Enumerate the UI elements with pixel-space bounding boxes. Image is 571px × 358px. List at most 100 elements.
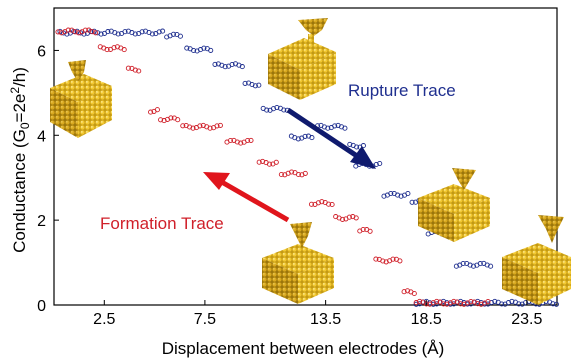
data-point — [302, 133, 308, 139]
data-point — [499, 301, 505, 307]
data-point — [55, 29, 61, 35]
data-point — [201, 45, 207, 51]
data-point — [319, 199, 325, 205]
data-point — [136, 68, 142, 74]
data-point — [411, 290, 417, 297]
data-point — [197, 123, 203, 129]
data-point — [383, 259, 389, 265]
formation-trace-series — [55, 27, 491, 307]
data-point — [401, 289, 407, 295]
data-point — [492, 298, 498, 304]
data-point — [256, 159, 262, 165]
data-point — [308, 201, 315, 207]
data-point — [381, 193, 387, 199]
data-point — [353, 215, 359, 221]
data-point — [72, 29, 78, 35]
data-point — [207, 125, 213, 131]
x-tick-label: 18.5 — [411, 311, 442, 328]
data-point — [488, 299, 494, 306]
data-point — [488, 263, 494, 269]
data-point — [98, 31, 104, 37]
data-point — [460, 260, 466, 267]
data-point — [360, 143, 366, 149]
plot-frame — [53, 7, 558, 306]
data-point — [468, 298, 474, 305]
data-point — [105, 29, 111, 35]
data-point — [149, 31, 155, 37]
data-point — [388, 190, 394, 197]
data-point — [82, 27, 88, 33]
data-point — [180, 123, 186, 129]
data-point — [227, 137, 234, 144]
data-point — [132, 67, 138, 73]
data-point — [238, 140, 244, 146]
y-tick-label: 6 — [37, 43, 46, 60]
data-point — [295, 136, 301, 142]
formation-trace-label: Formation Trace — [100, 214, 224, 233]
data-point — [332, 123, 338, 129]
data-point — [440, 301, 447, 307]
x-tick-label: 13.5 — [310, 311, 341, 328]
data-point — [373, 256, 379, 262]
gold-electrode-rupture-icon — [268, 18, 336, 100]
y-tick-label: 4 — [37, 128, 46, 145]
data-point — [281, 107, 287, 113]
data-point — [160, 28, 166, 34]
data-point — [516, 301, 522, 307]
x-tick-label: 23.5 — [511, 311, 542, 328]
y-axis-title: Conductance (G0=2e2/h) — [8, 67, 32, 253]
data-point — [175, 117, 181, 123]
rupture-trace-label: Rupture Trace — [348, 81, 456, 100]
gold-electrode-right-icon — [502, 215, 571, 305]
data-point — [278, 171, 284, 178]
data-point — [252, 83, 258, 89]
data-point — [214, 123, 220, 129]
data-point — [367, 228, 373, 234]
data-point — [212, 61, 218, 67]
data-point — [475, 301, 481, 307]
data-point — [397, 258, 403, 264]
data-point — [380, 258, 386, 264]
data-point — [274, 104, 280, 111]
data-point — [115, 31, 121, 37]
data-point — [75, 30, 82, 36]
data-point — [234, 139, 240, 145]
x-tick-label: 7.5 — [194, 311, 216, 328]
data-point — [242, 80, 248, 86]
data-point — [485, 298, 491, 305]
data-point — [289, 169, 295, 175]
gold-electrode-broken-icon — [418, 168, 490, 242]
data-point — [170, 31, 177, 37]
data-point — [122, 29, 128, 35]
data-point — [295, 171, 302, 178]
data-point — [256, 82, 262, 88]
data-point — [148, 109, 154, 115]
data-point — [309, 135, 315, 141]
data-point — [405, 190, 411, 197]
data-point — [229, 61, 235, 68]
data-point — [191, 47, 197, 54]
data-point — [553, 301, 559, 307]
data-point — [509, 298, 515, 304]
data-point — [430, 301, 436, 307]
data-point — [339, 216, 346, 222]
y-tick-label: 0 — [37, 298, 46, 315]
data-point — [132, 31, 138, 37]
data-point — [404, 288, 411, 294]
data-point — [121, 47, 127, 53]
data-point — [264, 107, 270, 113]
data-point — [342, 125, 348, 131]
data-point — [315, 200, 321, 206]
data-point — [434, 298, 440, 304]
data-point — [168, 115, 174, 121]
data-point — [273, 159, 279, 165]
data-point — [550, 301, 556, 307]
data-point — [477, 261, 483, 267]
data-point — [248, 137, 254, 143]
data-point — [467, 262, 473, 268]
data-point — [390, 256, 396, 262]
axes: 2.5 7.5 13.5 18.5 23.5 0 2 4 6 — [37, 43, 542, 328]
data-point — [125, 65, 131, 71]
data-point — [266, 161, 273, 167]
data-point — [156, 29, 162, 35]
